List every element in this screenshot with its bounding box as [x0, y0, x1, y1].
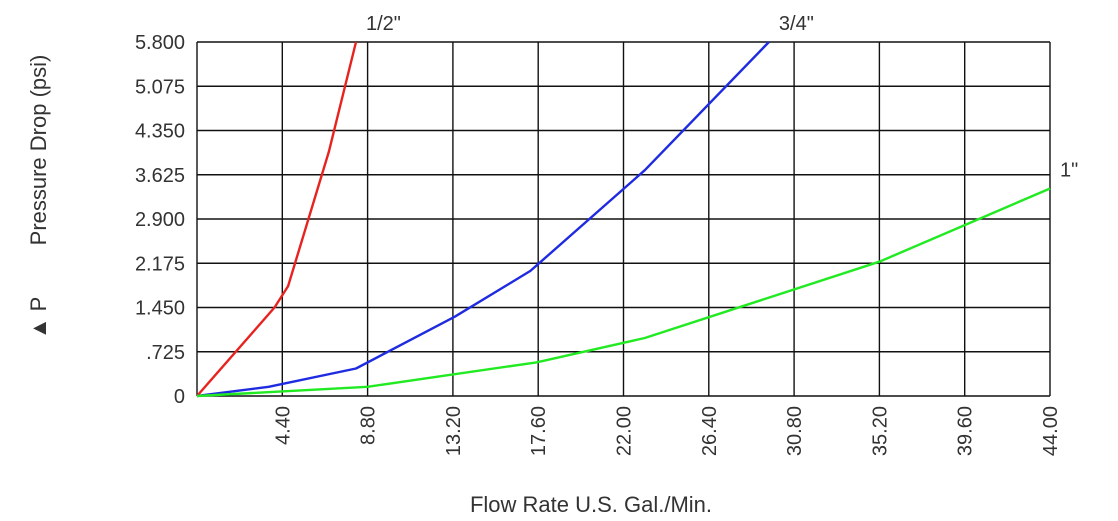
- y-tick-label: 1.450: [135, 298, 185, 320]
- x-tick-label: 17.60: [528, 406, 550, 456]
- series-lines: [196, 41, 1051, 398]
- y-axis-title-group: ▲ P Pressure Drop (psi): [26, 55, 51, 340]
- y-axis-title-prefix: ▲ P: [26, 297, 51, 340]
- series-label: 1": [1060, 159, 1078, 181]
- x-tick-label: 44.00: [1040, 406, 1062, 456]
- series-line: [196, 41, 358, 397]
- y-tick-labels: 0 .725 1.450 2.175 2.900 3.625 4.350 5.075 5.800: [135, 32, 185, 408]
- x-axis-title: Flow Rate U.S. Gal./Min.: [470, 492, 712, 517]
- y-tick-label: 2.900: [135, 209, 185, 231]
- series-line: [196, 187, 1051, 398]
- y-tick-label: 3.625: [135, 165, 185, 187]
- x-tick-label: 30.80: [784, 406, 806, 456]
- y-tick-label: 0: [174, 386, 185, 408]
- y-tick-label: 2.175: [135, 253, 185, 275]
- x-tick-label: 35.20: [869, 406, 891, 456]
- series-label: 1/2": [366, 13, 401, 35]
- x-tick-label: 13.20: [443, 406, 465, 456]
- y-tick-label: 5.075: [135, 76, 185, 98]
- x-tick-label: 22.00: [614, 406, 636, 456]
- x-tick-label: 39.60: [955, 406, 977, 456]
- y-tick-label: .725: [146, 342, 185, 364]
- x-tick-labels: 4.40 8.80 13.20 17.60 22.00 26.40 30.80 35.20 39…: [272, 406, 1062, 456]
- y-axis-title: Pressure Drop (psi): [26, 55, 51, 246]
- series-line: [196, 41, 770, 398]
- x-tick-label: 8.80: [358, 406, 380, 445]
- x-tick-label: 26.40: [699, 406, 721, 456]
- series-labels: 1/2" 3/4" 1": [366, 13, 1078, 181]
- series-label: 3/4": [779, 13, 814, 35]
- y-tick-label: 4.350: [135, 121, 185, 143]
- x-tick-label: 4.40: [272, 406, 294, 445]
- y-tick-label: 5.800: [135, 32, 185, 54]
- grid: [196, 41, 1051, 397]
